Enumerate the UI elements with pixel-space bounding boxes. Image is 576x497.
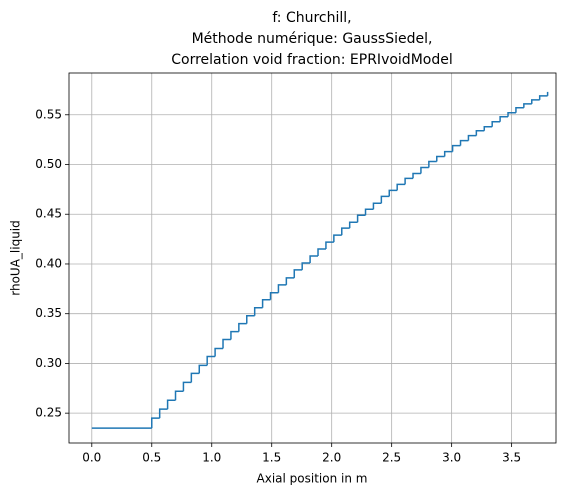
line-step: [467, 134, 477, 141]
line-step: [388, 189, 398, 197]
line-step: [396, 183, 406, 191]
x-tick-label: 3.5: [502, 451, 521, 465]
line-step: [182, 381, 192, 392]
line-step: [372, 202, 382, 210]
line-step: [404, 177, 414, 185]
line-step: [214, 347, 224, 357]
line-step: [428, 160, 437, 168]
line-step: [230, 330, 239, 340]
x-tick-label: 3.0: [442, 451, 461, 465]
line-step: [190, 372, 200, 383]
line-step: [348, 221, 358, 229]
line-step: [293, 269, 303, 278]
y-tick-label: 0.30: [35, 356, 62, 370]
chart-title: Correlation void fraction: EPRIvoidModel: [171, 52, 452, 68]
x-tick-label: 1.5: [262, 451, 281, 465]
line-step: [325, 241, 334, 250]
x-tick-label: 0.0: [82, 451, 101, 465]
x-tick-label: 0.5: [142, 451, 161, 465]
line-step: [483, 125, 493, 131]
line-step: [538, 95, 548, 100]
chart-title: f: Churchill,: [272, 10, 351, 26]
line-step: [356, 214, 366, 223]
line-step: [515, 107, 524, 113]
line-step: [341, 227, 350, 236]
x-tick-label: 2.5: [382, 451, 401, 465]
line-step: [364, 208, 374, 216]
line-step: [158, 408, 168, 419]
plot-frame: [68, 72, 557, 444]
line-step: [151, 417, 160, 429]
line-step: [436, 155, 445, 162]
line-step: [523, 103, 532, 108]
line-step: [261, 299, 271, 308]
line-step: [301, 262, 311, 270]
line-step: [277, 284, 287, 293]
line-step: [309, 255, 319, 263]
line-step: [380, 195, 390, 204]
line-step: [222, 338, 231, 349]
y-tick-label: 0.55: [35, 107, 62, 121]
y-tick-label: 0.45: [35, 207, 62, 221]
y-axis-label: rhoUA_liquid: [9, 220, 23, 296]
line-step: [475, 129, 485, 136]
line-step: [531, 99, 540, 104]
y-tick-label: 0.50: [35, 157, 62, 171]
line-step: [238, 322, 247, 332]
line-step: [491, 120, 501, 127]
x-axis-label: Axial position in m: [257, 472, 368, 486]
line-step: [420, 166, 429, 174]
x-tick-label: 2.0: [322, 451, 341, 465]
line-step: [317, 248, 326, 257]
line-step: [285, 277, 295, 285]
line-step: [333, 234, 342, 243]
line-step: [443, 150, 453, 157]
y-tick-label: 0.25: [35, 406, 62, 420]
line-step: [451, 144, 461, 152]
line-step: [174, 390, 184, 401]
y-tick-label: 0.40: [35, 256, 62, 270]
line-step: [507, 112, 516, 117]
y-tick-label: 0.35: [35, 306, 62, 320]
line-step: [253, 306, 263, 316]
line-step: [269, 292, 279, 300]
line-step: [198, 364, 208, 374]
chart-title: Méthode numérique: GaussSiedel,: [192, 31, 433, 47]
line-step: [412, 172, 421, 179]
line-step: [459, 139, 469, 146]
line-step: [499, 116, 509, 122]
line-step: [246, 314, 255, 324]
line-step: [166, 399, 176, 410]
line-step: [206, 355, 216, 366]
x-tick-label: 1.0: [202, 451, 221, 465]
